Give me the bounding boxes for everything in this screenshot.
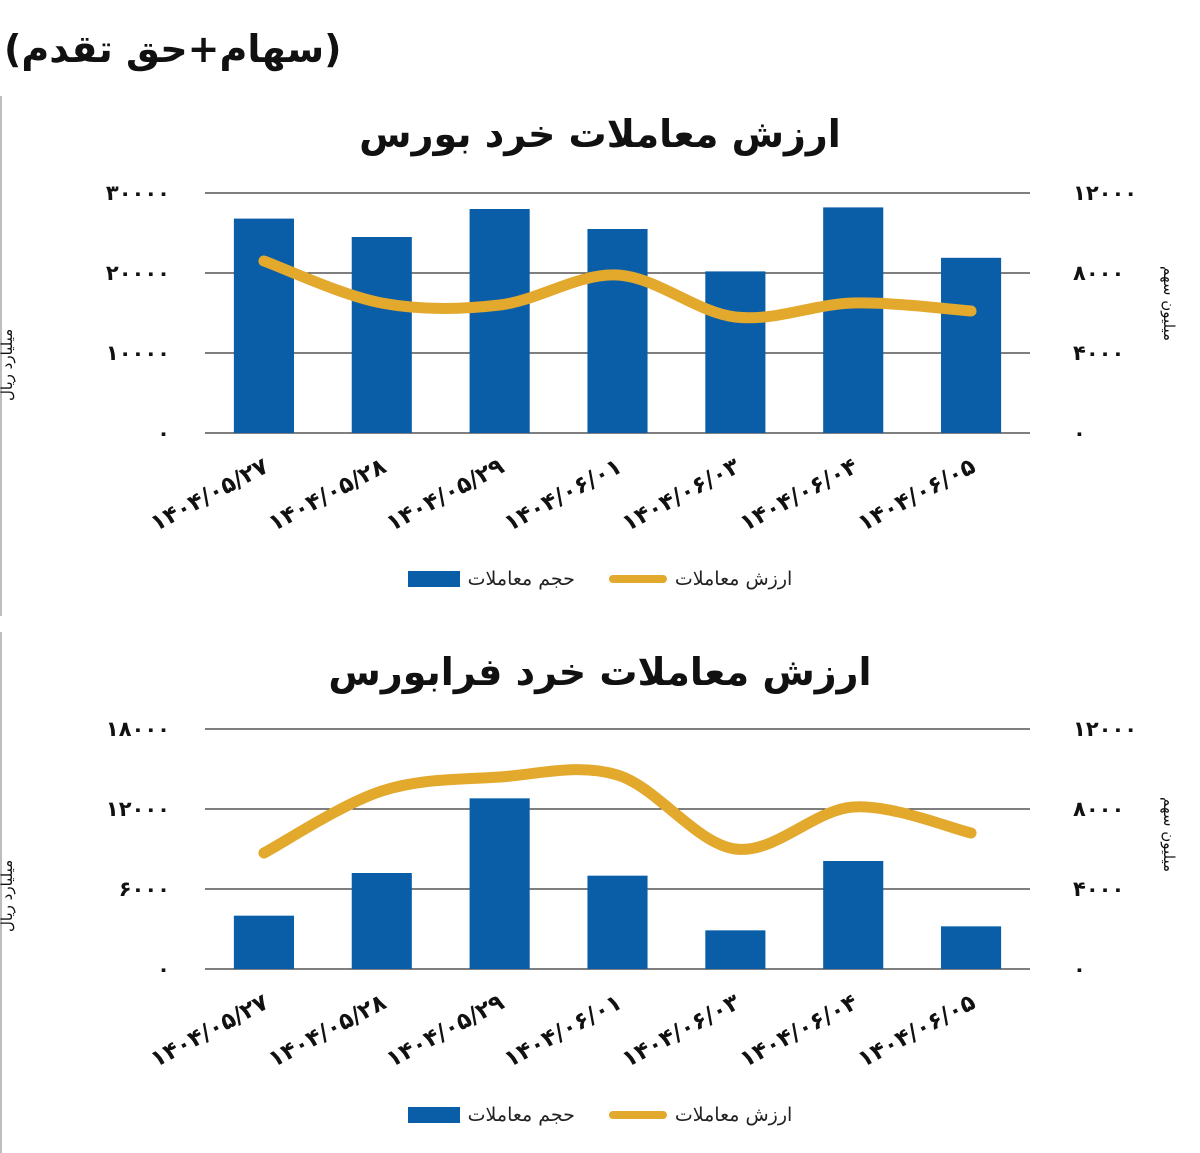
x-tick-label: ۱۴۰۴/۰۶/۰۱ (500, 453, 626, 537)
bar (351, 873, 412, 969)
y-tick-label-left: ۰ (157, 421, 170, 445)
bar (587, 229, 648, 433)
x-tick-label: ۱۴۰۴/۰۵/۲۹ (382, 989, 508, 1073)
x-tick-label: ۱۴۰۴/۰۶/۰۵ (854, 989, 980, 1073)
x-tick-label: ۱۴۰۴/۰۵/۲۷ (147, 989, 273, 1073)
legend-item-value: ارزش معاملات (608, 1104, 793, 1126)
legend-label: ارزش معاملات (674, 1104, 793, 1126)
legend-label: ارزش معاملات (674, 568, 793, 590)
chart-panel-farabourse: ارزش معاملات خرد فرابورس میلیارد ریال می… (0, 632, 1200, 1153)
bar (823, 207, 884, 433)
y-tick-label-right: ۸۰۰۰ (1073, 261, 1124, 285)
page-title: (سهام+حق تقدم) (4, 27, 342, 71)
y-tick-label-left: ۶۰۰۰ (119, 877, 170, 901)
bar (823, 861, 884, 969)
y-tick-label-right: ۱۲۰۰۰ (1073, 717, 1137, 741)
y-tick-label-left: ۲۰۰۰۰ (106, 261, 170, 285)
y-tick-label-right: ۴۰۰۰ (1073, 341, 1124, 365)
x-tick-label: ۱۴۰۴/۰۶/۰۵ (854, 453, 980, 537)
legend-bar-swatch (407, 1107, 460, 1123)
bar (705, 271, 766, 433)
y-tick-label-right: ۱۲۰۰۰ (1073, 181, 1137, 205)
y-tick-label-right: ۰ (1073, 421, 1086, 445)
bar (469, 209, 530, 433)
x-tick-label: ۱۴۰۴/۰۶/۰۴ (736, 989, 862, 1073)
chart-legend: حجم معاملات ارزش معاملات (0, 1100, 1200, 1130)
y-tick-label-right: ۴۰۰۰ (1073, 877, 1124, 901)
x-tick-label: ۱۴۰۴/۰۵/۲۷ (147, 453, 273, 537)
legend-item-volume: حجم معاملات (407, 1104, 575, 1126)
x-tick-label: ۱۴۰۴/۰۶/۰۳ (618, 453, 744, 537)
x-tick-label: ۱۴۰۴/۰۶/۰۱ (500, 989, 626, 1073)
chart-title: ارزش معاملات خرد بورس (359, 112, 841, 156)
legend-line-swatch (608, 1111, 667, 1119)
x-tick-label: ۱۴۰۴/۰۵/۲۸ (264, 453, 390, 537)
legend-label: حجم معاملات (467, 1104, 575, 1126)
bar (233, 915, 294, 969)
bar (351, 237, 412, 433)
y-tick-label-left: ۱۰۰۰۰ (106, 341, 170, 365)
y-tick-label-left: ۱۲۰۰۰ (106, 797, 170, 821)
y-tick-label-right: ۰ (1073, 957, 1086, 981)
y-tick-label-left: ۱۸۰۰۰ (106, 717, 170, 741)
bar (941, 257, 1002, 433)
x-tick-label: ۱۴۰۴/۰۵/۲۹ (382, 453, 508, 537)
chart-legend: حجم معاملات ارزش معاملات (0, 564, 1200, 594)
chart-panel-bourse: ارزش معاملات خرد بورس میلیارد ریال میلیو… (0, 96, 1200, 616)
chart-title: ارزش معاملات خرد فرابورس (328, 650, 872, 694)
legend-bar-swatch (407, 571, 460, 587)
legend-label: حجم معاملات (467, 568, 575, 590)
y-tick-label-left: ۰ (157, 957, 170, 981)
y-tick-label-left: ۳۰۰۰۰ (106, 181, 170, 205)
bar (233, 218, 294, 433)
panel-divider (0, 632, 2, 1153)
panel-divider (0, 96, 2, 616)
legend-item-value: ارزش معاملات (608, 568, 793, 590)
x-tick-label: ۱۴۰۴/۰۶/۰۳ (618, 989, 744, 1073)
y-tick-label-right: ۸۰۰۰ (1073, 797, 1124, 821)
chart-plot: ۰ ۰ ۱۰۰۰۰ ۴۰۰۰ ۲۰۰۰۰ ۸۰۰۰ ۳۰۰۰۰ ۱۲۰۰۰ ۱۴۰۴/۰۵/۲۷… (106, 181, 1137, 537)
series-line (258, 764, 977, 859)
bar (587, 875, 648, 969)
bar (941, 926, 1002, 969)
legend-line-swatch (608, 575, 667, 583)
legend-item-volume: حجم معاملات (407, 568, 575, 590)
bar (469, 798, 530, 969)
x-tick-label: ۱۴۰۴/۰۶/۰۴ (736, 453, 862, 537)
bar (705, 930, 766, 969)
x-tick-label: ۱۴۰۴/۰۵/۲۸ (264, 989, 390, 1073)
